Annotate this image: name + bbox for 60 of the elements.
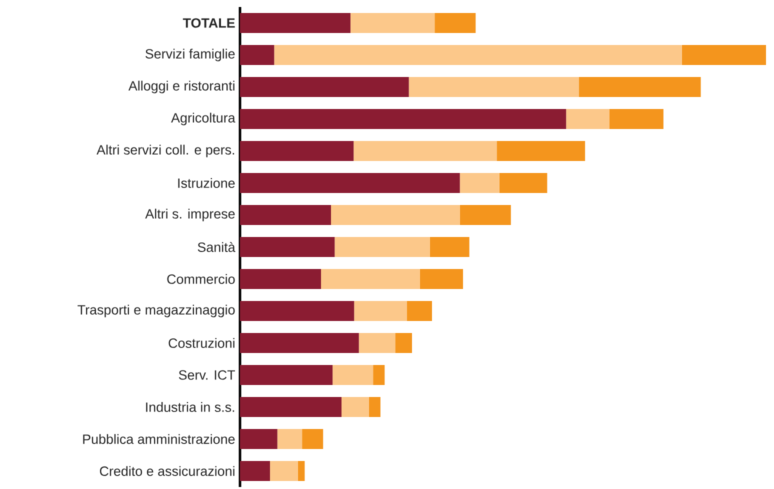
y-tick-label: Commercio — [167, 274, 235, 284]
bar — [240, 461, 270, 482]
bar — [609, 109, 664, 130]
bar — [499, 173, 548, 194]
bar — [406, 301, 432, 322]
bar — [395, 333, 412, 354]
bar — [298, 461, 305, 482]
bar — [270, 461, 298, 482]
bar — [240, 205, 331, 226]
y-tick-label: Istruzione — [178, 178, 235, 188]
bar — [240, 333, 359, 354]
bar — [240, 77, 409, 97]
bar — [578, 77, 701, 97]
bar — [240, 13, 350, 33]
bar — [240, 173, 460, 194]
y-tick-label: Pubblica amministrazione — [83, 434, 235, 444]
y-tick-label: Industria in s.s. — [146, 402, 234, 412]
bar — [321, 269, 420, 290]
bar — [332, 365, 374, 386]
y-tick-label: Trasporti e magazzinaggio — [78, 304, 235, 318]
y-tick-label: TOTALE — [182, 18, 235, 28]
y-tick-label: Alloggi e ristoranti — [128, 80, 234, 94]
y-tick-label: Credito e assicurazioni — [100, 466, 234, 476]
y-tick-label: Altri s. imprese — [145, 208, 235, 222]
y-tick-label: Serv. ICT — [178, 370, 236, 380]
bar — [240, 429, 278, 450]
bar — [240, 237, 335, 258]
bar — [302, 429, 324, 450]
bar — [358, 333, 396, 354]
bar — [354, 141, 497, 162]
bar — [434, 13, 476, 33]
bar — [350, 13, 435, 33]
y-tick-label: Sanità — [198, 242, 236, 252]
bar — [430, 237, 470, 258]
bar — [240, 45, 274, 65]
y-tick-label: Altri servizi coll. e pers. — [96, 144, 234, 158]
bar — [496, 141, 586, 162]
bar — [274, 45, 682, 65]
bar — [240, 269, 322, 290]
y-tick-label: Servizi famiglie — [145, 48, 235, 62]
y-tick-label: Costruzioni — [168, 338, 234, 348]
bar — [277, 429, 302, 450]
bar — [566, 109, 610, 130]
bar — [682, 45, 766, 65]
bar — [420, 269, 464, 290]
bar — [240, 109, 566, 130]
bar — [342, 397, 369, 418]
bar — [240, 397, 342, 418]
bar — [368, 397, 380, 418]
bar — [460, 205, 511, 226]
bar — [408, 77, 579, 97]
bar — [354, 301, 407, 322]
y-tick-label: Agricoltura — [171, 112, 236, 126]
bar — [240, 141, 354, 162]
bar — [331, 205, 460, 226]
bar — [240, 301, 354, 322]
bar — [373, 365, 385, 386]
bar — [240, 365, 333, 386]
bar — [460, 173, 500, 194]
bar — [334, 237, 430, 258]
